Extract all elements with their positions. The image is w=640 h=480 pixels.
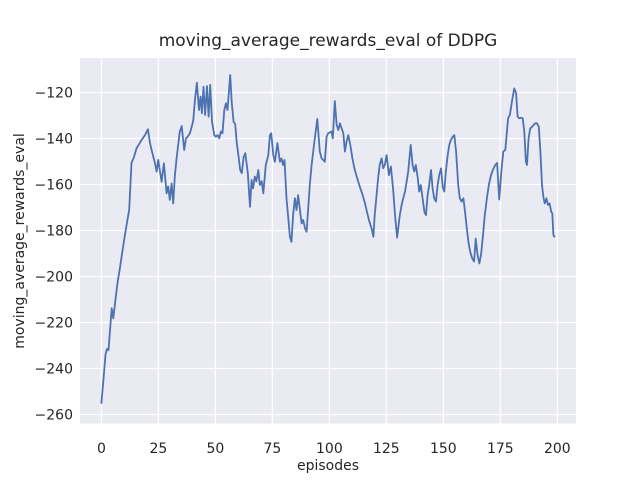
x-tick-label: 25 <box>149 441 167 457</box>
y-tick-label: −180 <box>35 224 73 240</box>
x-tick-label: 175 <box>487 441 514 457</box>
x-axis-tick-labels: 0 25 50 75 100 125 150 175 200 <box>97 441 571 457</box>
y-axis-tick-labels: −120 −140 −160 −180 −200 −220 −240 −260 <box>35 86 73 424</box>
data-line <box>100 74 556 404</box>
y-tick-label: −240 <box>35 362 73 378</box>
x-axis-label: episodes <box>297 458 359 474</box>
y-tick-label: −220 <box>35 316 73 332</box>
x-tick-label: 150 <box>430 441 457 457</box>
x-tick-label: 100 <box>316 441 343 457</box>
x-tick-label: 200 <box>544 441 571 457</box>
gridlines <box>80 58 576 424</box>
plot-area <box>80 58 576 424</box>
chart-title: moving_average_rewards_eval of DDPG <box>159 31 498 51</box>
y-tick-label: −200 <box>35 270 73 286</box>
y-tick-label: −260 <box>35 408 73 424</box>
x-tick-label: 75 <box>263 441 281 457</box>
y-tick-label: −140 <box>35 132 73 148</box>
x-tick-label: 50 <box>206 441 224 457</box>
y-tick-label: −120 <box>35 86 73 102</box>
x-tick-label: 125 <box>373 441 400 457</box>
y-axis-label: moving_average_rewards_eval <box>12 133 28 349</box>
y-tick-label: −160 <box>35 178 73 194</box>
x-tick-label: 0 <box>97 441 106 457</box>
